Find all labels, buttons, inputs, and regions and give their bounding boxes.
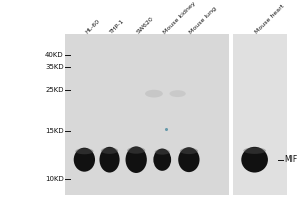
Ellipse shape bbox=[145, 90, 163, 97]
Ellipse shape bbox=[101, 147, 118, 154]
Ellipse shape bbox=[153, 149, 171, 171]
Text: 10KD: 10KD bbox=[45, 176, 64, 182]
Ellipse shape bbox=[243, 147, 266, 154]
Ellipse shape bbox=[169, 90, 186, 97]
Ellipse shape bbox=[125, 146, 147, 173]
Ellipse shape bbox=[178, 147, 200, 172]
Text: 15KD: 15KD bbox=[45, 128, 64, 134]
Text: HL-60: HL-60 bbox=[84, 18, 101, 35]
Bar bbox=[232, 34, 287, 195]
Ellipse shape bbox=[180, 148, 198, 154]
Text: 35KD: 35KD bbox=[45, 64, 64, 70]
Ellipse shape bbox=[74, 148, 95, 172]
Ellipse shape bbox=[75, 148, 93, 154]
Ellipse shape bbox=[127, 147, 145, 154]
Text: 40KD: 40KD bbox=[45, 52, 64, 58]
Text: Mouse kidney: Mouse kidney bbox=[162, 0, 196, 35]
Text: 25KD: 25KD bbox=[45, 87, 64, 93]
Bar bbox=[65, 34, 230, 195]
Bar bbox=[230, 34, 233, 195]
Text: Mouse lung: Mouse lung bbox=[189, 5, 218, 35]
Text: SW620: SW620 bbox=[136, 16, 155, 35]
Ellipse shape bbox=[155, 149, 170, 155]
Text: MIF: MIF bbox=[284, 155, 298, 164]
Text: Mouse heart: Mouse heart bbox=[255, 3, 286, 35]
Ellipse shape bbox=[100, 147, 120, 173]
Text: THP-1: THP-1 bbox=[110, 18, 126, 35]
Ellipse shape bbox=[241, 147, 268, 173]
